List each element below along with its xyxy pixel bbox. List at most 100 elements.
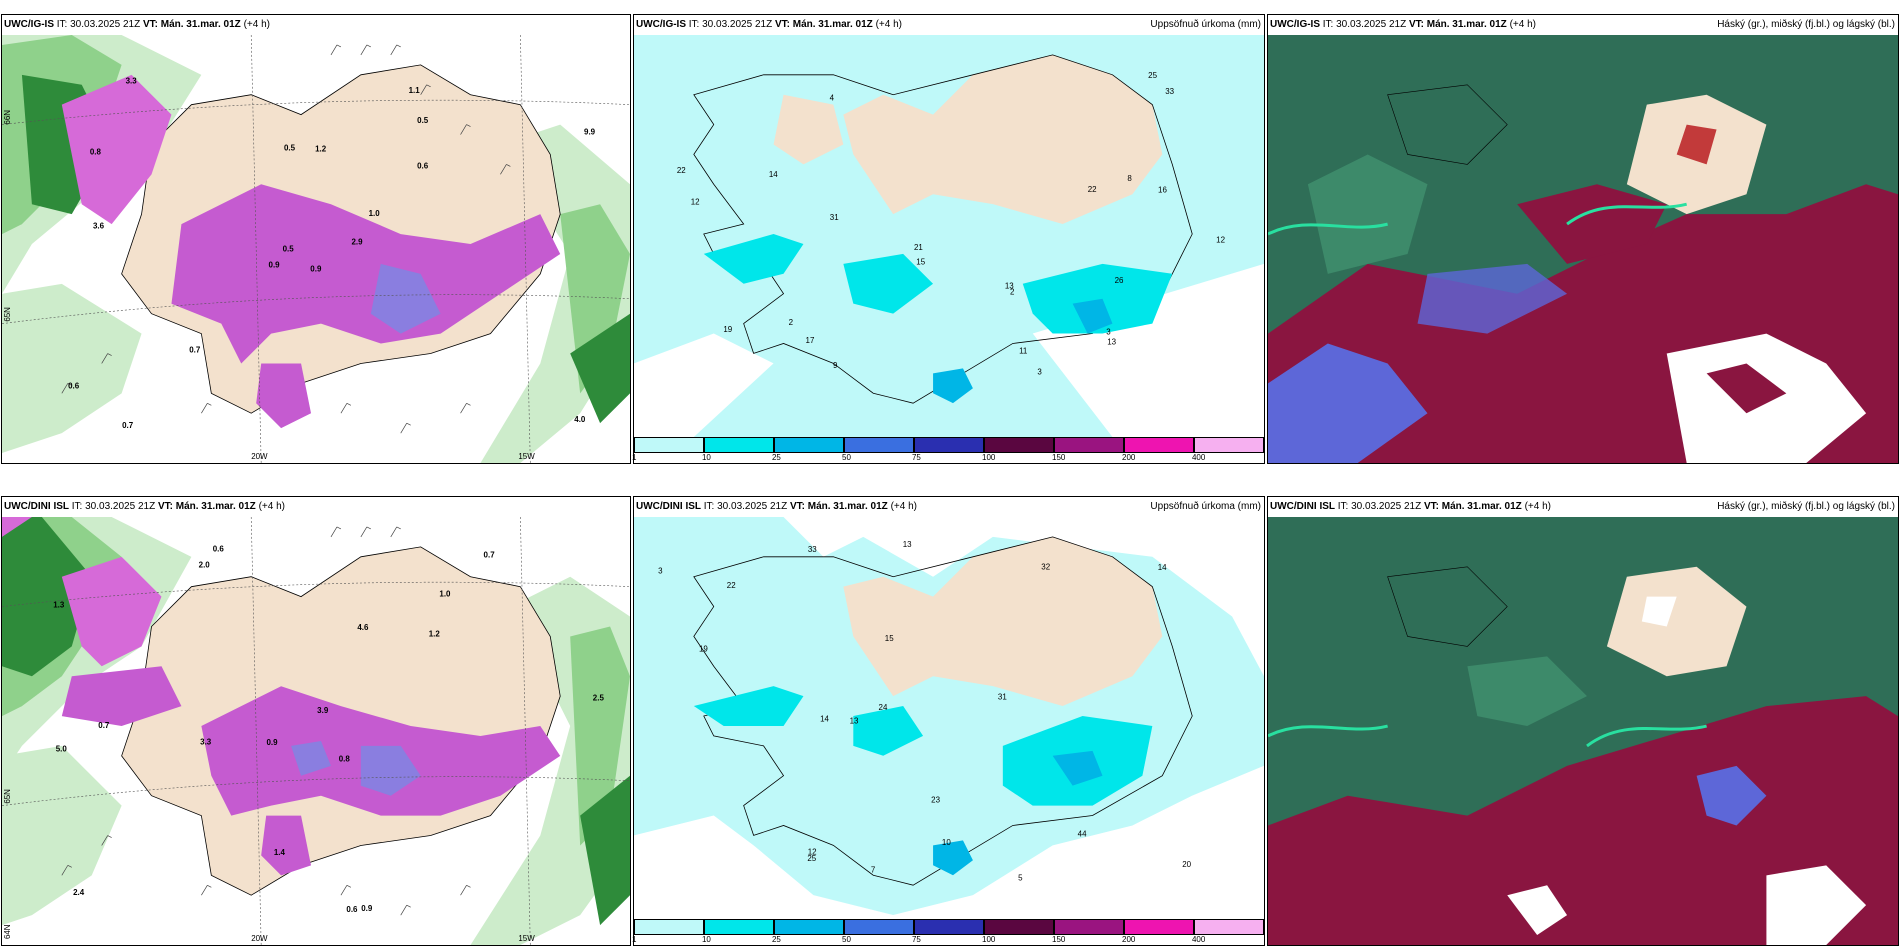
colorbar: 1 10 25 50 75 100 150 200 400 — [634, 919, 1264, 945]
panel-precip-top: UWC/IG-IS IT: 30.03.2025 21Z VT: Mán. 31… — [633, 14, 1265, 464]
lead-time: (+4 h) — [1510, 19, 1536, 30]
value-label: 0.7 — [122, 421, 134, 430]
value-label: 21 — [914, 243, 923, 252]
colorbar-swatch — [634, 919, 704, 935]
colorbar-label: 50 — [842, 935, 851, 944]
value-label: 33 — [1165, 87, 1174, 96]
precip-map[interactable]: 7 5 12 44 33 22 14 20 13 15 14 10 24 23 32 31 19 25 13 3 — [634, 517, 1264, 919]
lead-time: (+4 h) — [876, 19, 902, 30]
colorbar-label: 200 — [1122, 453, 1135, 462]
valid-label: VT: — [1424, 501, 1439, 512]
colorbar-label: 1 — [632, 935, 636, 944]
value-label: 4.6 — [357, 623, 369, 632]
model-name: UWC/DINI ISL — [4, 501, 69, 512]
value-label: 12 — [691, 197, 700, 206]
panel-clouds-top: UWC/IG-IS IT: 30.03.2025 21Z VT: Mán. 31… — [1267, 14, 1899, 464]
precip-map[interactable]: 3 4 2 14 8 11 12 31 15 17 19 22 21 13 22 25 12 33 26 16 3 2 9 1… — [634, 35, 1264, 437]
valid-time: Mán. 31.mar. 01Z — [1442, 501, 1522, 512]
panel-header: UWC/IG-IS IT: 30.03.2025 21Z VT: Mán. 31… — [1268, 15, 1898, 35]
value-label: 0.9 — [310, 264, 322, 273]
value-label: 24 — [879, 703, 888, 712]
value-label: 3 — [658, 566, 663, 575]
cloud-map[interactable] — [1268, 35, 1898, 463]
value-label: 32 — [1041, 562, 1050, 571]
colorbar-label: 75 — [912, 453, 921, 462]
value-label: 0.5 — [284, 144, 296, 153]
value-label: 1.3 — [53, 600, 65, 609]
value-label: 4.0 — [574, 415, 586, 424]
value-label: 4 — [830, 93, 835, 102]
value-label: 13 — [850, 717, 859, 726]
colorbar-label: 50 — [842, 453, 851, 462]
value-label: 9 — [833, 361, 838, 370]
colorbar: 1 10 25 50 75 100 150 200 400 — [634, 437, 1264, 463]
wind-map[interactable]: 20W 15W 66N 65N 0.9 0.8 0.5 0.6 1.0 0.7 1.1 1.2… — [2, 35, 630, 463]
value-label: 19 — [723, 325, 732, 334]
value-label: 0.7 — [484, 551, 496, 560]
value-label: 3 — [1037, 367, 1042, 376]
colorbar-label: 400 — [1192, 935, 1205, 944]
value-label: 16 — [1158, 186, 1167, 195]
value-label: 23 — [931, 795, 940, 804]
wind-map[interactable]: 20W 15W 65N 64N 0.6 1.0 2.5 0.9 0.8 0.7 1.3 1.2… — [2, 517, 630, 945]
lon-label-20w: 20W — [251, 452, 268, 461]
value-label: 17 — [806, 336, 815, 345]
cloud-map[interactable] — [1268, 517, 1898, 945]
value-label: 3.6 — [93, 222, 105, 231]
init-time: IT: 30.03.2025 21Z — [72, 501, 155, 512]
value-label: 13 — [903, 540, 912, 549]
panel-field-title: Uppsöfnuð úrkoma (mm) — [1150, 15, 1261, 35]
value-label: 3 — [1106, 328, 1111, 337]
lon-label-20w: 20W — [251, 934, 268, 943]
value-label: 0.8 — [339, 754, 351, 763]
panel-wind-bottom: UWC/DINI ISL IT: 30.03.2025 21Z VT: Mán.… — [1, 496, 631, 946]
value-label: 3.3 — [200, 738, 212, 747]
value-label: 1.2 — [429, 630, 441, 639]
value-label: 3.9 — [317, 706, 329, 715]
colorbar-swatch — [1124, 919, 1194, 935]
panel-wind-top: UWC/IG-IS IT: 30.03.2025 21Z VT: Mán. 31… — [1, 14, 631, 464]
value-label: 1.0 — [369, 209, 381, 218]
lead-time: (+4 h) — [244, 19, 270, 30]
colorbar-swatch — [1194, 437, 1264, 453]
value-label: 25 — [1148, 71, 1157, 80]
value-label: 15 — [916, 258, 925, 267]
colorbar-label: 100 — [982, 453, 995, 462]
lead-time: (+4 h) — [1525, 501, 1551, 512]
panel-header: UWC/IG-IS IT: 30.03.2025 21Z VT: Mán. 31… — [2, 15, 630, 35]
value-label: 14 — [1158, 563, 1167, 572]
value-label: 11 — [1019, 346, 1028, 355]
colorbar-swatch — [1124, 437, 1194, 453]
valid-label: VT: — [790, 501, 805, 512]
colorbar-label: 400 — [1192, 453, 1205, 462]
init-time: IT: 30.03.2025 21Z — [1338, 501, 1421, 512]
colorbar-label: 25 — [772, 453, 781, 462]
panel-precip-bottom: UWC/DINI ISL IT: 30.03.2025 21Z VT: Mán.… — [633, 496, 1265, 946]
colorbar-swatch — [844, 919, 914, 935]
panel-header: UWC/DINI ISL IT: 30.03.2025 21Z VT: Mán.… — [1268, 497, 1898, 517]
value-label: 2.9 — [351, 237, 363, 246]
model-name: UWC/DINI ISL — [636, 501, 701, 512]
value-label: 1.4 — [274, 848, 286, 857]
valid-label: VT: — [775, 19, 790, 30]
value-label: 0.6 — [213, 545, 225, 554]
colorbar-swatch — [774, 437, 844, 453]
valid-time: Mán. 31.mar. 01Z — [793, 19, 873, 30]
value-label: 8 — [1127, 174, 1132, 183]
init-time: IT: 30.03.2025 21Z — [689, 19, 772, 30]
colorbar-swatch — [634, 437, 704, 453]
init-time: IT: 30.03.2025 21Z — [1323, 19, 1406, 30]
value-label: 5.0 — [56, 745, 68, 754]
value-label: 22 — [727, 581, 736, 590]
lon-label-15w: 15W — [518, 934, 535, 943]
panel-header: UWC/IG-IS IT: 30.03.2025 21Z VT: Mán. 31… — [634, 15, 1264, 35]
valid-label: VT: — [158, 501, 173, 512]
value-label: 0.7 — [189, 346, 201, 355]
colorbar-swatch — [1194, 919, 1264, 935]
value-label: 31 — [998, 692, 1007, 701]
colorbar-swatch — [704, 919, 774, 935]
value-label: 2 — [1010, 288, 1015, 297]
value-label: 0.9 — [266, 738, 278, 747]
colorbar-swatch — [1054, 919, 1124, 935]
value-label: 0.6 — [417, 161, 429, 170]
